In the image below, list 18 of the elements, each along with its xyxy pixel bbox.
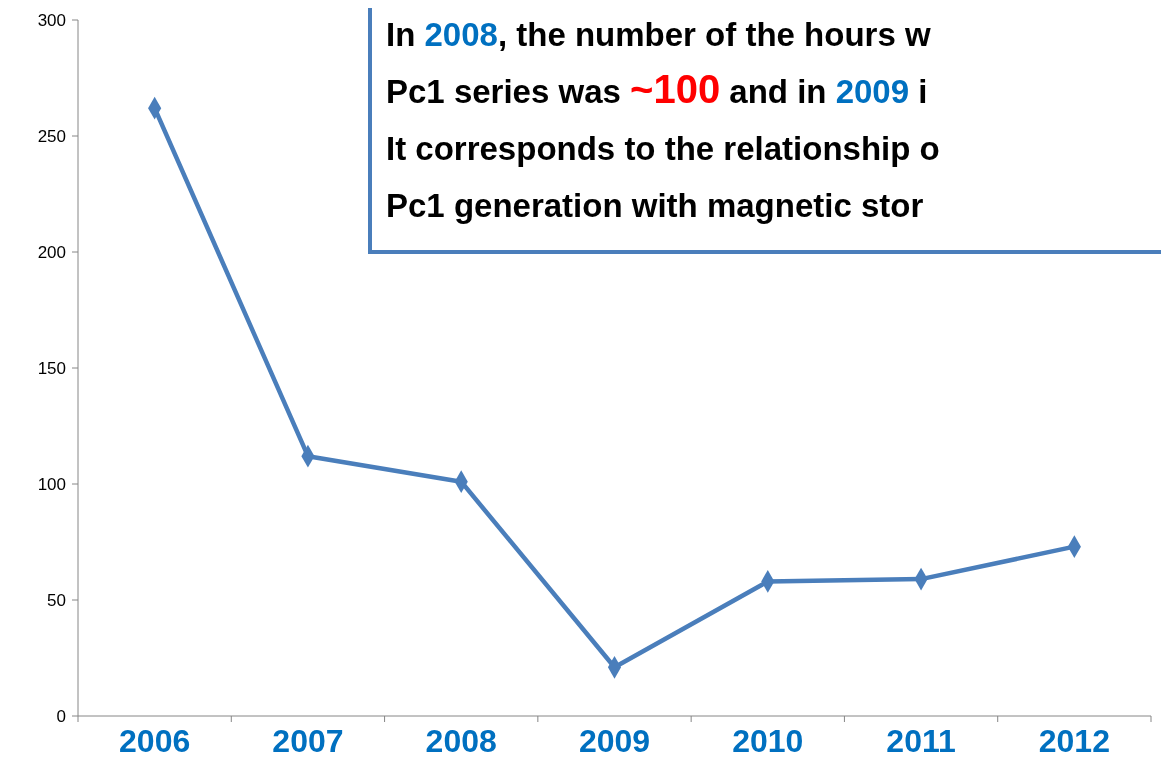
- x-tick-label: 2006: [119, 723, 191, 759]
- y-tick-label: 300: [37, 10, 66, 30]
- annotation: Pc1 generation with magnetic stor: [386, 187, 924, 224]
- y-tick-label: 0: [56, 706, 66, 726]
- x-tick-label: 2012: [1038, 723, 1110, 759]
- y-tick-label: 50: [47, 590, 66, 610]
- y-tick-label: 100: [37, 474, 66, 494]
- y-tick-label: 150: [37, 358, 66, 378]
- annotation: Pc1 series was ~100 and in 2009 i: [386, 67, 928, 111]
- y-tick-label: 200: [37, 242, 66, 262]
- annotation: In 2008, the number of the hours w: [386, 16, 931, 53]
- x-tick-label: 2007: [272, 723, 344, 759]
- x-tick-label: 2009: [578, 723, 651, 759]
- y-tick-label: 250: [37, 126, 66, 146]
- annotation: It corresponds to the relationship o: [386, 130, 940, 167]
- x-tick-label: 2008: [425, 723, 497, 759]
- x-tick-label: 2010: [732, 723, 804, 759]
- x-tick-label: 2011: [886, 723, 956, 759]
